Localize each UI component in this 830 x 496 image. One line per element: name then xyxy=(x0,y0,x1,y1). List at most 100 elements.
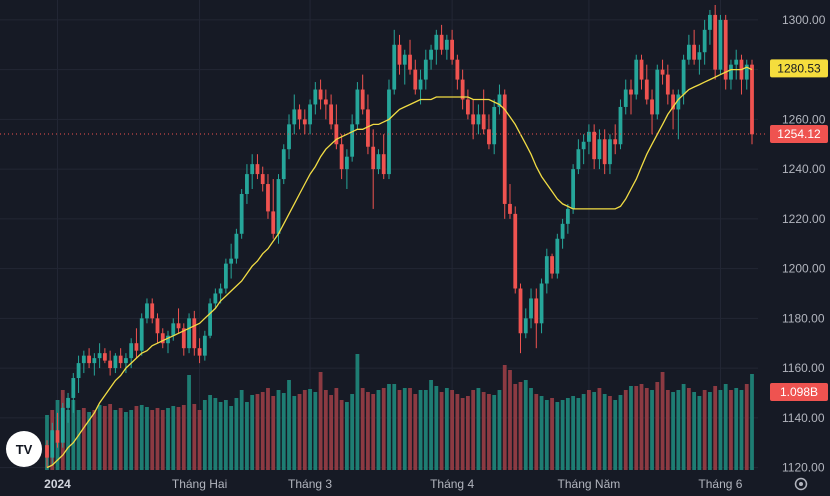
candle[interactable] xyxy=(139,313,144,356)
candle[interactable] xyxy=(150,298,155,324)
candle[interactable] xyxy=(492,99,497,155)
candle[interactable] xyxy=(686,34,691,65)
candle[interactable] xyxy=(523,308,528,339)
candle[interactable] xyxy=(618,99,623,150)
candle[interactable] xyxy=(402,49,407,85)
candle[interactable] xyxy=(350,114,355,162)
candle[interactable] xyxy=(444,34,449,60)
candle[interactable] xyxy=(371,129,376,209)
candle[interactable] xyxy=(387,79,391,180)
candle[interactable] xyxy=(671,89,675,130)
candle[interactable] xyxy=(281,144,286,185)
candle[interactable] xyxy=(160,328,165,349)
candle[interactable] xyxy=(466,89,470,120)
candle[interactable] xyxy=(318,79,323,110)
candle[interactable] xyxy=(450,29,455,65)
candle[interactable] xyxy=(166,330,170,354)
candle[interactable] xyxy=(339,134,344,180)
candle[interactable] xyxy=(187,313,191,354)
candle[interactable] xyxy=(213,288,218,309)
candle[interactable] xyxy=(313,82,318,115)
candle[interactable] xyxy=(76,355,81,393)
candle[interactable] xyxy=(576,139,581,175)
candle[interactable] xyxy=(392,29,397,95)
candle[interactable] xyxy=(629,79,633,115)
candle[interactable] xyxy=(723,14,728,90)
candle[interactable] xyxy=(634,54,639,100)
candle[interactable] xyxy=(102,348,107,364)
candle[interactable] xyxy=(565,203,570,234)
candle[interactable] xyxy=(308,99,312,135)
candle[interactable] xyxy=(355,82,360,130)
candle[interactable] xyxy=(413,59,418,95)
candle[interactable] xyxy=(460,69,465,110)
candle[interactable] xyxy=(487,114,491,150)
candle[interactable] xyxy=(513,206,518,294)
candle[interactable] xyxy=(292,94,297,135)
candle[interactable] xyxy=(697,44,702,75)
candle[interactable] xyxy=(118,348,123,369)
candle[interactable] xyxy=(50,422,55,466)
candle[interactable] xyxy=(423,49,428,90)
candle[interactable] xyxy=(544,248,549,294)
candle[interactable] xyxy=(692,29,697,65)
candle[interactable] xyxy=(534,288,539,349)
candle[interactable] xyxy=(439,24,444,55)
candle[interactable] xyxy=(234,228,239,264)
candle[interactable] xyxy=(124,353,128,374)
settings-gear-icon[interactable] xyxy=(794,477,808,491)
candle[interactable] xyxy=(550,253,554,279)
candle[interactable] xyxy=(676,89,681,140)
candle[interactable] xyxy=(92,353,97,376)
candle[interactable] xyxy=(192,310,197,356)
candle[interactable] xyxy=(608,134,612,175)
candle[interactable] xyxy=(708,9,712,45)
candle[interactable] xyxy=(266,174,270,219)
candle[interactable] xyxy=(481,89,486,135)
candle[interactable] xyxy=(239,189,244,239)
candle[interactable] xyxy=(366,94,370,155)
candle[interactable] xyxy=(729,59,733,90)
candle[interactable] xyxy=(650,89,654,135)
candle[interactable] xyxy=(66,392,70,423)
candle[interactable] xyxy=(202,330,207,361)
candle[interactable] xyxy=(87,348,91,369)
candle[interactable] xyxy=(302,109,307,135)
candle[interactable] xyxy=(508,184,512,219)
candle[interactable] xyxy=(702,19,707,65)
candle[interactable] xyxy=(297,104,302,130)
candle[interactable] xyxy=(260,166,265,192)
candle[interactable] xyxy=(581,134,586,165)
candle[interactable] xyxy=(408,39,412,75)
candle[interactable] xyxy=(397,34,402,75)
candle[interactable] xyxy=(255,154,260,180)
candle[interactable] xyxy=(250,154,255,190)
candle[interactable] xyxy=(539,278,544,334)
candle[interactable] xyxy=(592,124,597,170)
candle[interactable] xyxy=(271,179,276,239)
candle[interactable] xyxy=(750,59,754,145)
tradingview-logo[interactable]: TV xyxy=(6,431,42,467)
candle[interactable] xyxy=(597,129,602,170)
candle[interactable] xyxy=(734,49,739,80)
candle[interactable] xyxy=(744,59,749,90)
candle[interactable] xyxy=(155,313,160,344)
candle[interactable] xyxy=(145,298,149,324)
candle[interactable] xyxy=(613,124,618,155)
candle[interactable] xyxy=(602,129,607,175)
candle[interactable] xyxy=(71,373,76,413)
candle[interactable] xyxy=(245,164,249,204)
candle[interactable] xyxy=(429,44,433,70)
candle[interactable] xyxy=(655,64,660,120)
candle[interactable] xyxy=(276,174,281,244)
candle[interactable] xyxy=(639,54,644,90)
candle[interactable] xyxy=(518,283,523,354)
candle[interactable] xyxy=(571,164,576,214)
candle[interactable] xyxy=(113,353,118,374)
candle[interactable] xyxy=(660,59,665,85)
candle[interactable] xyxy=(529,288,533,329)
candle[interactable] xyxy=(287,114,291,160)
candle[interactable] xyxy=(623,79,628,115)
